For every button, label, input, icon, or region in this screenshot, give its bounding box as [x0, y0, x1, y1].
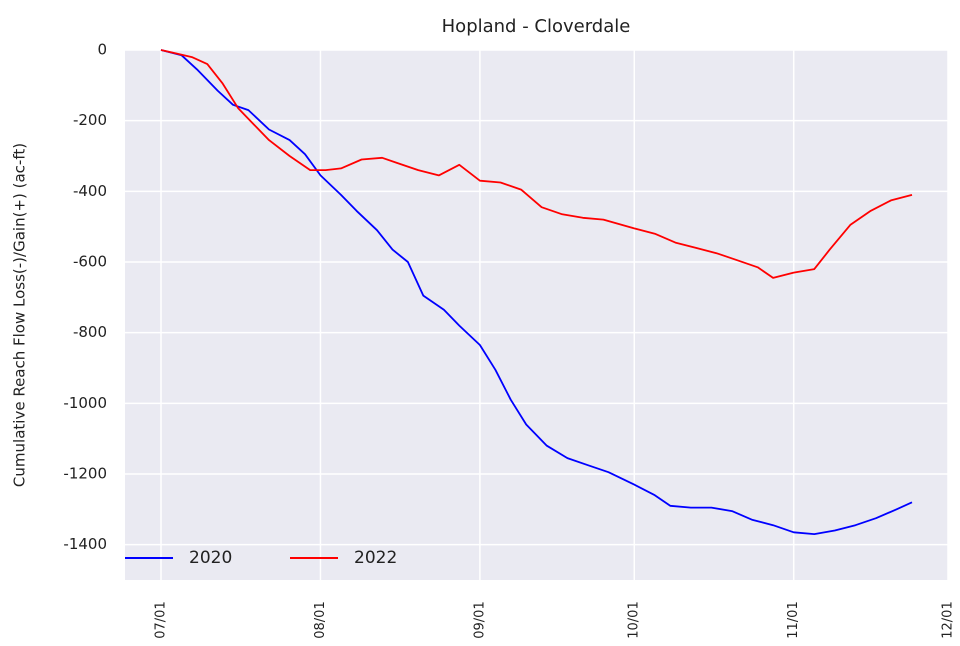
x-tick-label: 08/01 [313, 601, 328, 638]
x-tick-label: 11/01 [786, 601, 801, 638]
legend-label: 2022 [354, 548, 397, 568]
x-tick-label: 10/01 [627, 601, 642, 638]
plot-area [125, 50, 948, 580]
y-tick-label: -800 [73, 323, 107, 341]
y-tick-label: -600 [73, 253, 107, 271]
x-tick-label: 12/01 [941, 601, 956, 638]
y-tick-label: -200 [73, 111, 107, 129]
line-series [160, 49, 913, 279]
y-tick-label: 0 [97, 41, 107, 59]
y-tick-label: -1400 [63, 535, 107, 553]
y-axis-label: Cumulative Reach Flow Loss(-)/Gain(+) (a… [11, 143, 29, 487]
x-tick-label: 09/01 [472, 601, 487, 638]
line-series [160, 49, 913, 535]
y-tick-label: -1200 [63, 465, 107, 483]
x-tick-label: 07/01 [154, 601, 169, 638]
y-tick-label: -1000 [63, 394, 107, 412]
y-tick-label: -400 [73, 182, 107, 200]
chart-title: Hopland - Cloverdale [442, 16, 631, 37]
legend-label: 2020 [189, 548, 232, 568]
